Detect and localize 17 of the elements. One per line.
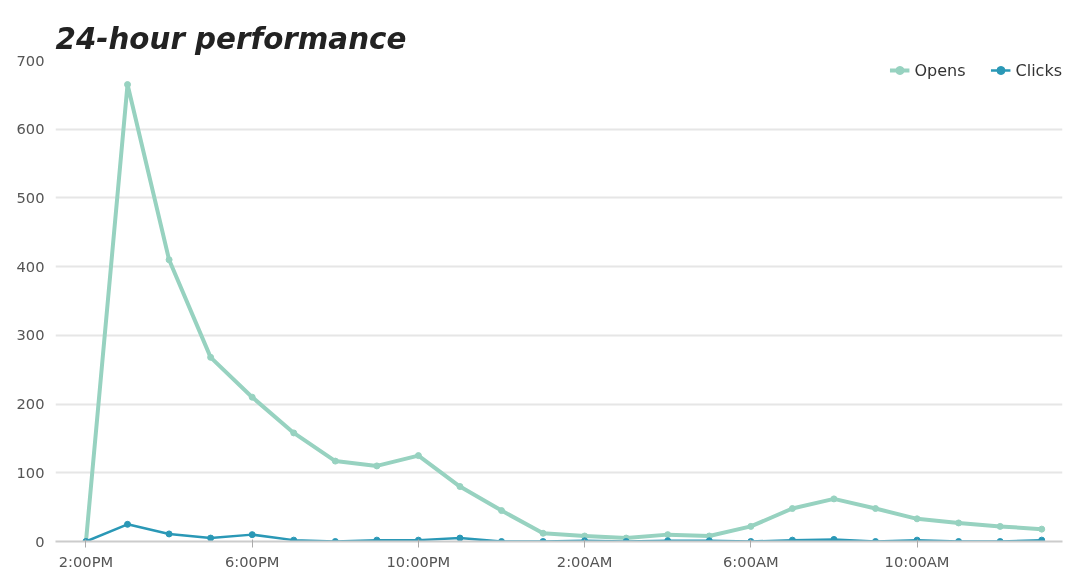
legend-label: Opens	[914, 60, 966, 80]
x-tick-label: 2:00PM	[58, 552, 114, 570]
y-tick-label: 300	[16, 326, 45, 344]
legend-label: Clicks	[1015, 60, 1062, 80]
y-tick-label: 400	[16, 257, 45, 275]
chart-title: 24-hour performance	[55, 21, 407, 56]
x-tick-label: 2:00AM	[556, 552, 613, 570]
x-tick-label: 6:00AM	[723, 552, 779, 570]
x-tick-label: 10:00PM	[386, 552, 451, 570]
x-tick-label: 6:00PM	[224, 552, 280, 570]
y-tick-label: 0	[35, 532, 45, 550]
y-tick-label: 600	[16, 120, 45, 138]
y-tick-label: 100	[16, 463, 45, 481]
y-tick-label: 700	[16, 51, 45, 69]
y-tick-label: 200	[16, 395, 45, 413]
x-tick-label: 10:00AM	[884, 552, 950, 570]
y-tick-label: 500	[16, 188, 45, 206]
